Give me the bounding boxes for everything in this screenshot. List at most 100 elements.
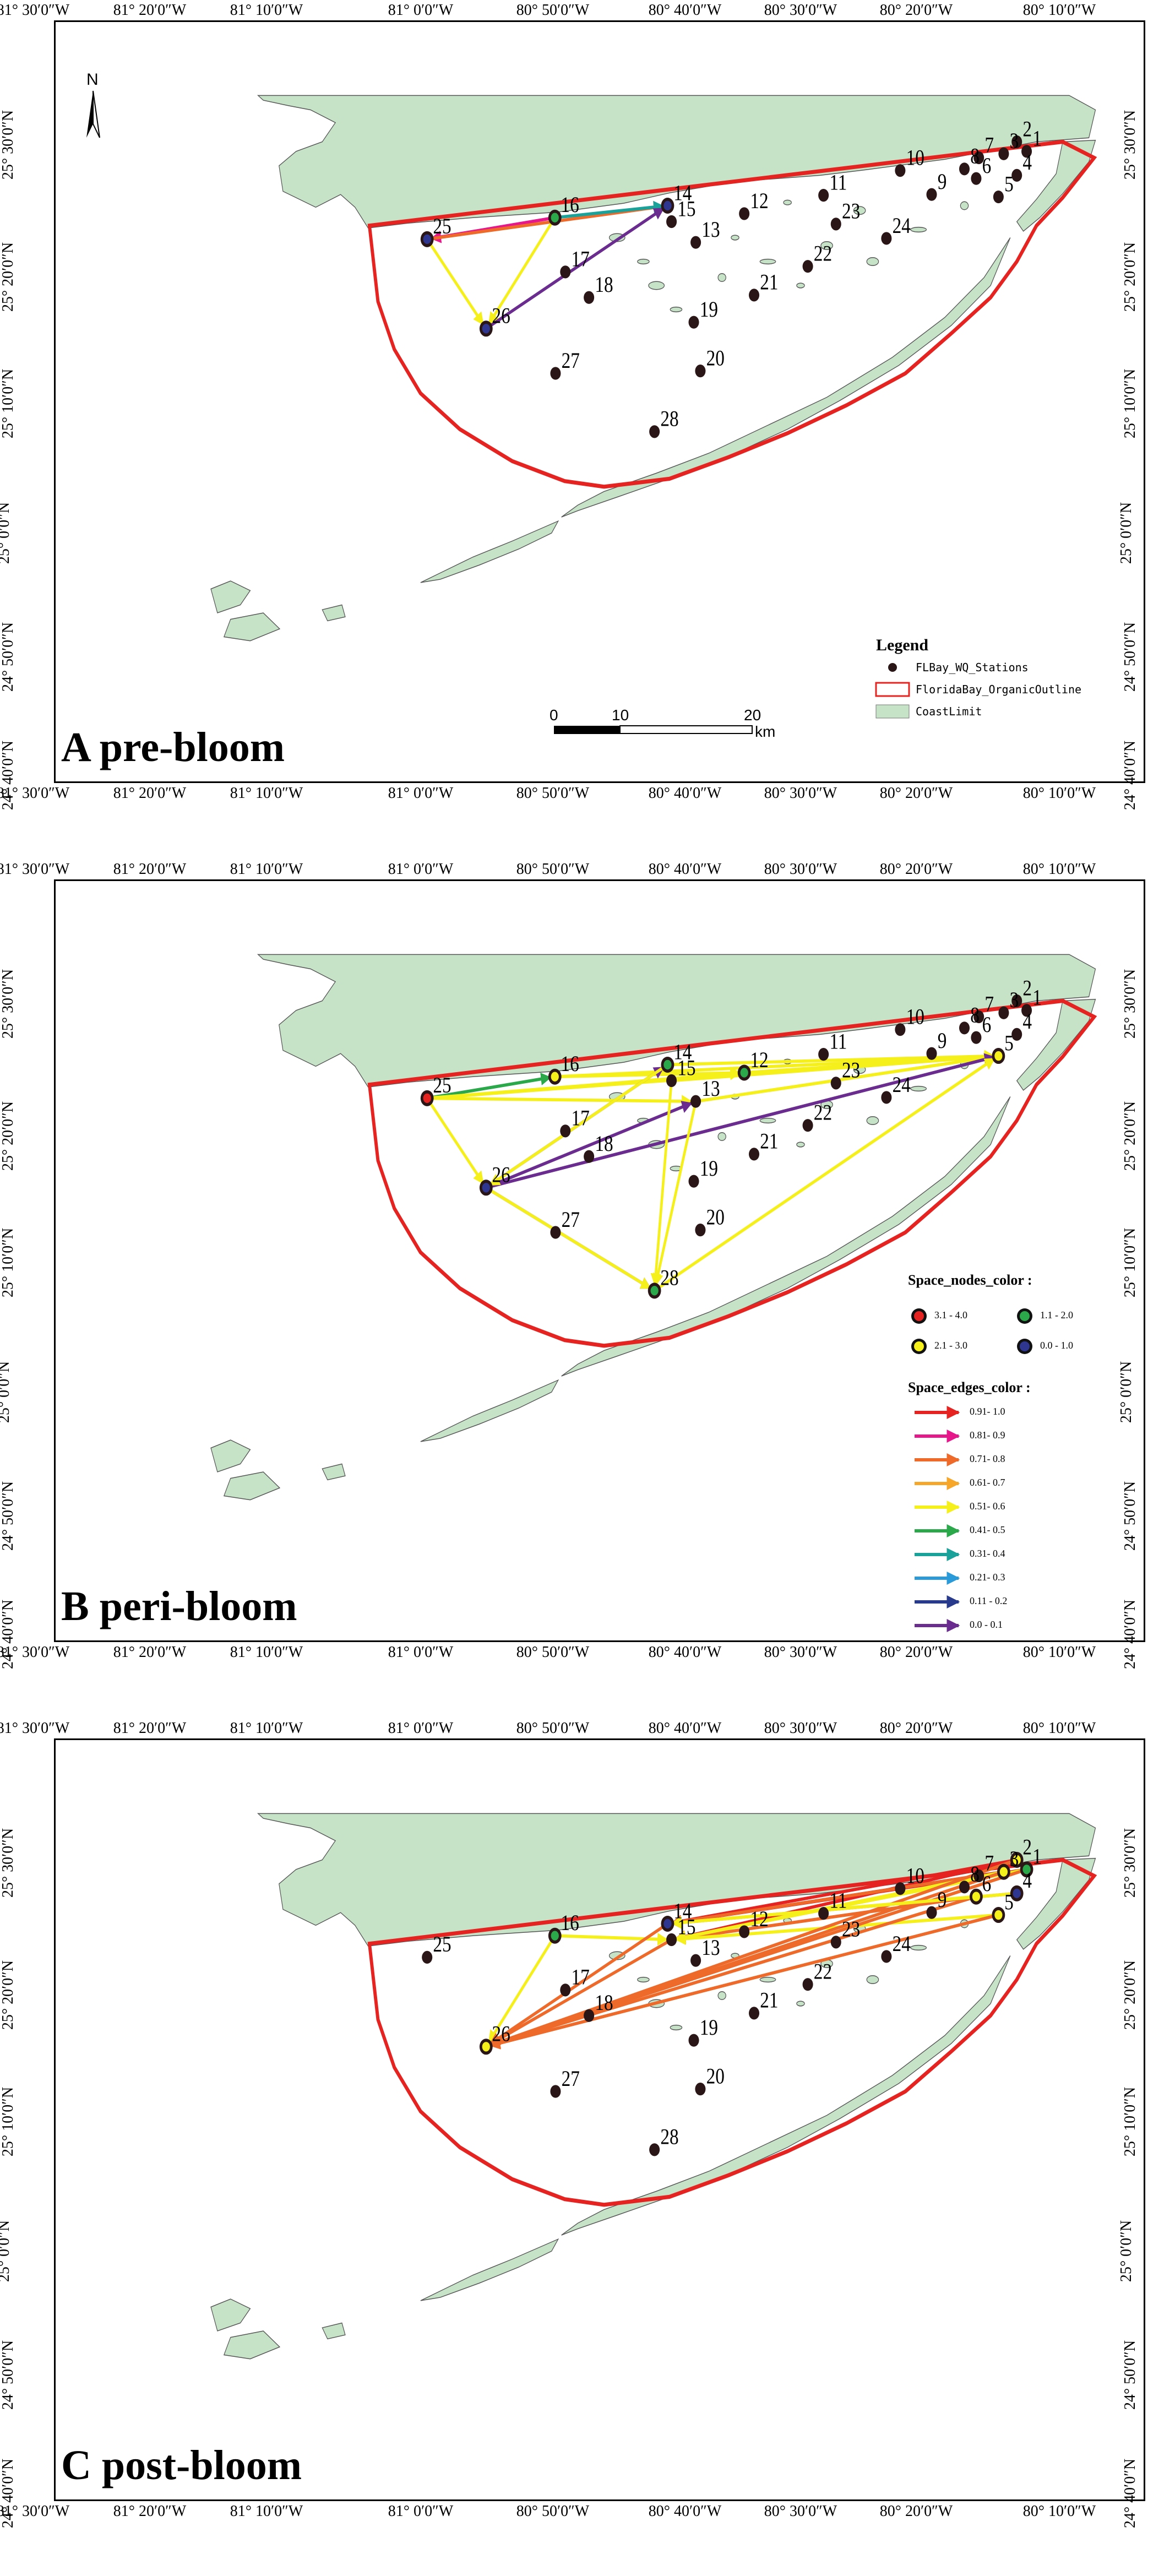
network-edge	[429, 242, 485, 325]
lon-label: 80° 20′0″W	[879, 2503, 953, 2520]
station-label: 1	[1032, 127, 1042, 151]
network-edge	[489, 1925, 665, 2046]
lon-label: 80° 50′0″W	[516, 1720, 590, 1737]
station-dot	[690, 1954, 701, 1967]
stations: 1234567891011121314151617181920212223242…	[422, 1835, 1042, 2156]
station-label: 2	[1022, 1835, 1032, 1860]
stations: 1234567891011121314151617181920212223242…	[420, 117, 1042, 438]
lat-label: 25° 20′0″N	[0, 1101, 17, 1171]
station-label: 13	[701, 1077, 720, 1101]
network-edge	[489, 1066, 665, 1187]
lon-label: 80° 40′0″W	[648, 861, 722, 878]
network-edge	[559, 200, 665, 219]
station-dot	[1021, 145, 1032, 158]
station-label: 10	[906, 1005, 924, 1030]
station-dot	[993, 190, 1004, 204]
station-label: 5	[1004, 1890, 1014, 1915]
lon-label: 81° 30′0″W	[0, 2503, 70, 2520]
nodes-legend-title: Space_nodes_color :	[908, 1272, 1032, 1288]
station-dot	[550, 1226, 561, 1239]
station-dot	[830, 1077, 841, 1090]
network-edge	[429, 1101, 485, 1184]
station-label: 6	[982, 154, 992, 178]
lon-label: 81° 10′0″W	[230, 861, 303, 878]
edge-legend-label: 0.0 - 0.1	[970, 1619, 1003, 1630]
lon-label: 80° 20′0″W	[879, 2, 953, 19]
station-label: 22	[814, 1960, 832, 1985]
edge-legend-label: 0.21- 0.3	[970, 1572, 1005, 1583]
network-edge	[487, 1939, 553, 2044]
node-color-dot	[551, 213, 559, 222]
station-label: 5	[1004, 1031, 1014, 1056]
lon-label: 80° 10′0″W	[1022, 1644, 1096, 1661]
node-color-dot	[994, 1910, 1003, 1920]
station-dot	[830, 1936, 841, 1949]
station-label: 18	[595, 273, 613, 297]
lon-label: 80° 10′0″W	[1022, 2, 1096, 19]
lat-label: 25° 20′0″N	[0, 1960, 17, 2030]
station-dot	[560, 1983, 571, 1997]
station-dot	[926, 1906, 937, 1919]
lon-label: 81° 0′0″W	[388, 2, 454, 19]
network-edge	[431, 1073, 552, 1099]
network-edge	[432, 1095, 693, 1108]
station-dot	[739, 1925, 750, 1938]
station-label: 3	[1010, 988, 1019, 1013]
lat-label: 24° 50′0″N	[1122, 1481, 1139, 1551]
lon-label: 81° 10′0″W	[230, 785, 303, 802]
station-label: 16	[561, 1052, 579, 1077]
lat-label: 25° 20′0″N	[1122, 1101, 1139, 1171]
scale-tick: 0	[550, 707, 558, 724]
station-dot	[748, 2007, 760, 2020]
florida-bay-outline	[367, 139, 1097, 489]
node-color-dot	[482, 324, 490, 334]
node-color-dot	[482, 2042, 490, 2052]
lon-label: 80° 20′0″W	[879, 1720, 953, 1737]
lon-label: 80° 10′0″W	[1022, 1720, 1096, 1737]
station-dot	[802, 260, 813, 273]
station-dot	[649, 2143, 660, 2156]
station-label: 5	[1004, 172, 1014, 197]
lon-label: 80° 10′0″W	[1022, 785, 1096, 802]
station-label: 14	[673, 181, 692, 205]
coast-land	[210, 954, 1096, 1501]
north-arrow-icon	[86, 90, 100, 138]
station-label: 15	[677, 1056, 695, 1080]
lat-label: 24° 50′0″N	[1122, 622, 1139, 692]
lon-label: 81° 30′0″W	[0, 861, 70, 878]
lat-label: 24° 40′0″N	[1122, 2458, 1139, 2529]
station-label: 25	[433, 1932, 451, 1957]
lat-label: 24° 50′0″N	[0, 2340, 17, 2410]
station-dot	[818, 1048, 829, 1061]
station-label: 9	[938, 1888, 947, 1912]
lat-label: 25° 0′0″N	[0, 1361, 13, 1423]
station-label: 9	[938, 170, 947, 194]
lat-label: 25° 0′0″N	[1118, 502, 1135, 564]
station-dot	[973, 1869, 984, 1883]
station-dot	[971, 1031, 982, 1044]
legend-title: Legend	[876, 636, 929, 654]
lon-label: 81° 20′0″W	[113, 1644, 187, 1661]
station-label: 26	[492, 2022, 510, 2047]
station-dot	[695, 1224, 706, 1237]
lon-label: 80° 30′0″W	[764, 861, 837, 878]
station-dot	[802, 1978, 813, 1991]
network-edge	[671, 1874, 975, 1928]
station-dot	[739, 207, 750, 220]
node-legend-label: 2.1 - 3.0	[934, 1340, 967, 1351]
station-label: 15	[677, 197, 695, 221]
lon-label: 80° 50′0″W	[516, 1644, 590, 1661]
station-label: 26	[492, 1163, 510, 1188]
lon-label: 81° 0′0″W	[388, 2503, 454, 2520]
station-label: 10	[906, 146, 924, 171]
node-color-dot	[423, 1093, 431, 1104]
station-dot	[818, 1907, 829, 1920]
edge-legend-label: 0.91- 1.0	[970, 1406, 1005, 1417]
lat-label: 24° 50′0″N	[1122, 2340, 1139, 2410]
lat-label: 25° 10′0″N	[1122, 2086, 1139, 2157]
lon-label: 80° 30′0″W	[764, 1720, 837, 1737]
station-label: 16	[561, 193, 579, 218]
station-label: 25	[433, 1073, 451, 1098]
station-dot	[1011, 1028, 1022, 1041]
lon-label: 80° 50′0″W	[516, 2503, 590, 2520]
